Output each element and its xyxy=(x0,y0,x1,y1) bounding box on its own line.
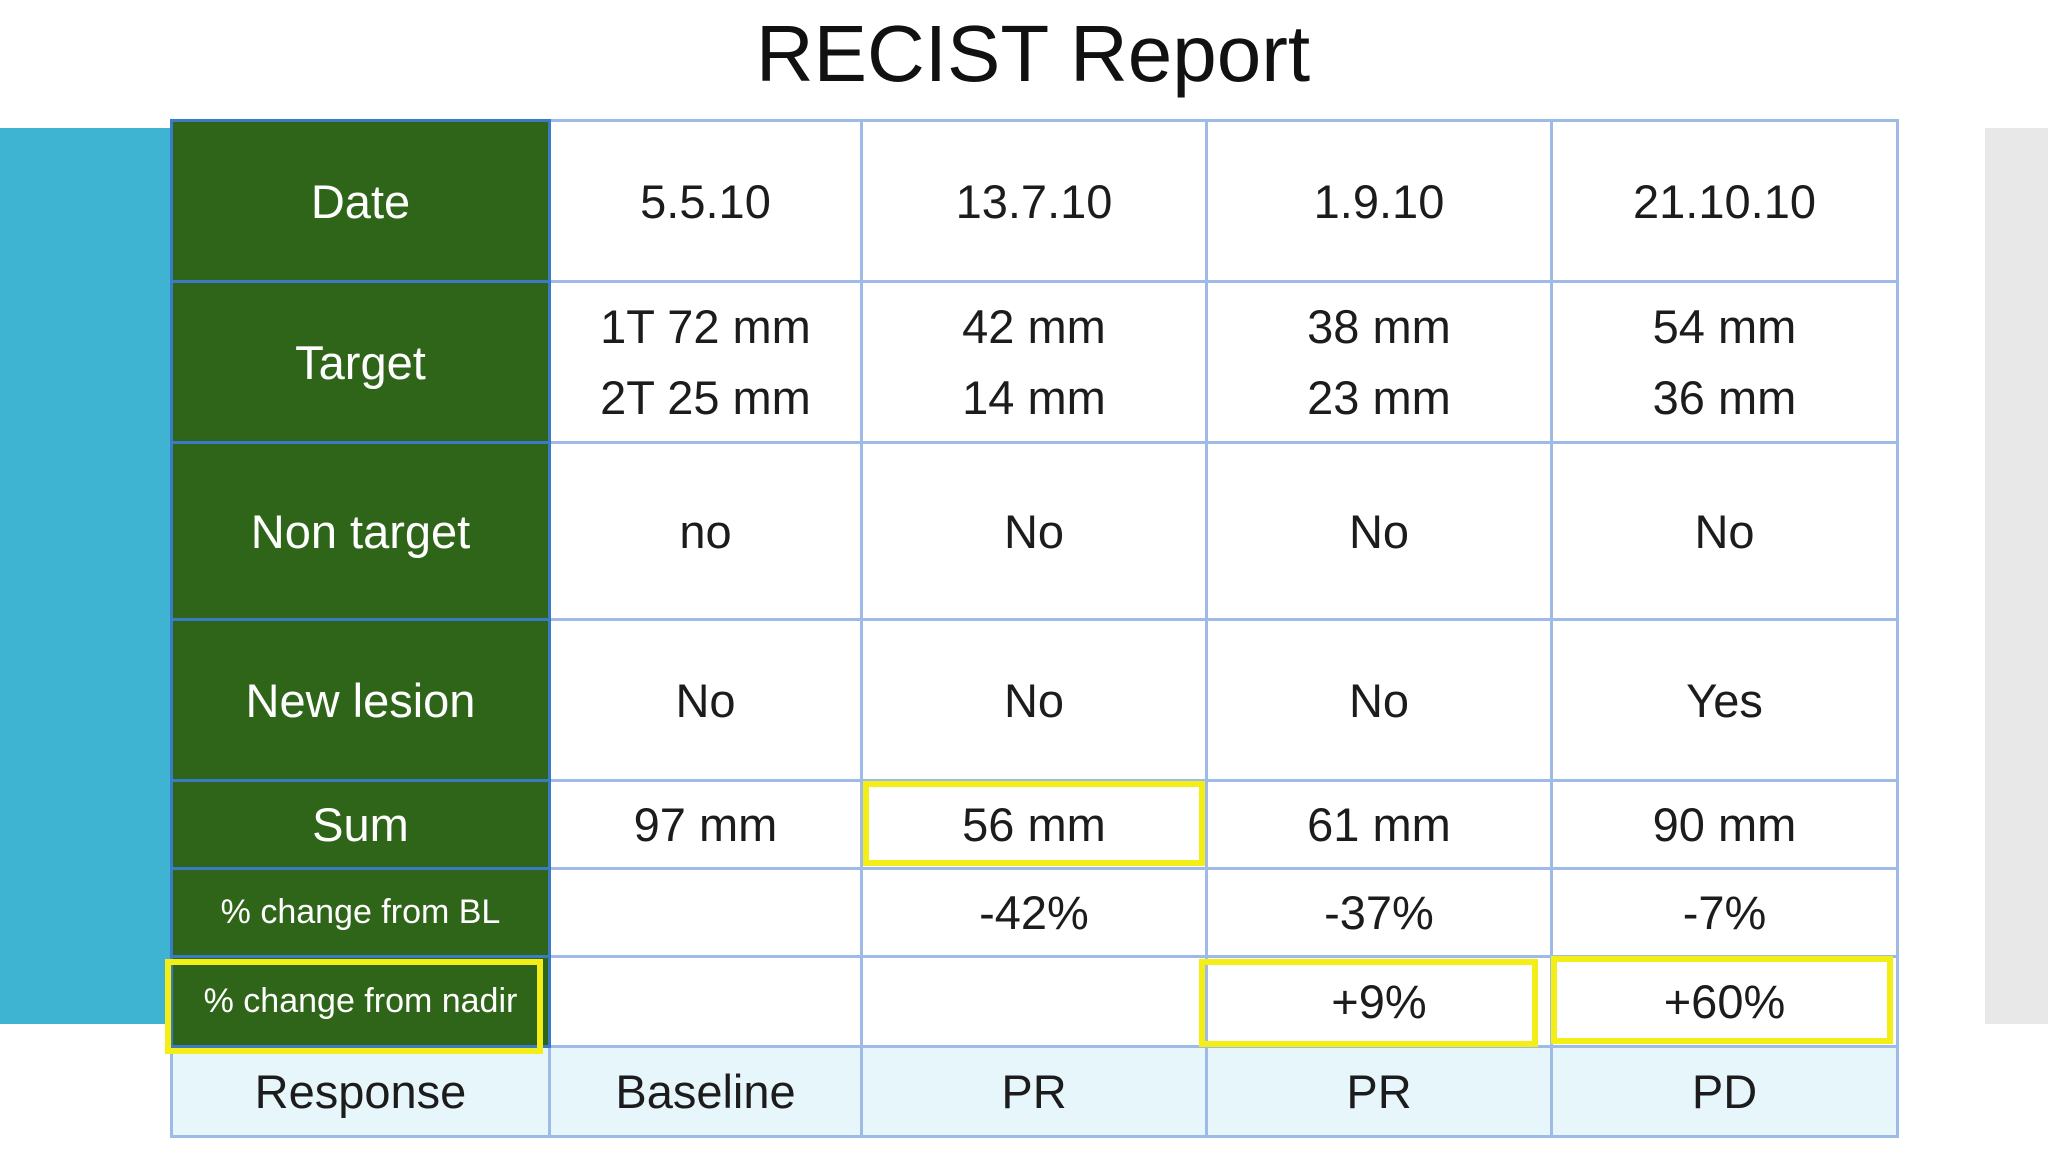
sum-label: Sum xyxy=(170,779,551,870)
change-from-bl-cell: -37% xyxy=(1205,867,1553,958)
new-lesion-label: New lesion xyxy=(170,618,551,782)
non-target-cell: No xyxy=(860,441,1208,621)
change-from-bl-row: % change from BL -42% -37% -7% xyxy=(170,867,1899,958)
response-row: Response Baseline PR PR PD xyxy=(170,1045,1899,1138)
target-lesion-1: 42 mm xyxy=(962,300,1106,353)
target-label: Target xyxy=(170,280,551,444)
target-lesion-2: 36 mm xyxy=(1652,371,1797,424)
change-from-bl-cell: -42% xyxy=(860,867,1208,958)
change-from-bl-label: % change from BL xyxy=(170,867,551,958)
new-lesion-cell: No xyxy=(548,618,863,782)
new-lesion-cell: No xyxy=(1205,618,1553,782)
change-from-nadir-cell: +9% xyxy=(1205,955,1553,1048)
sum-cell: 61 mm xyxy=(1205,779,1553,870)
change-from-nadir-cell xyxy=(548,955,863,1048)
new-lesion-cell: Yes xyxy=(1550,618,1899,782)
non-target-cell: no xyxy=(548,441,863,621)
target-row: Target 1T 72 mm 2T 25 mm 42 mm 14 mm 38 mm… xyxy=(170,280,1899,444)
target-cell: 38 mm 23 mm xyxy=(1205,280,1553,444)
sum-row: Sum 97 mm 56 mm 61 mm 90 mm xyxy=(170,779,1899,870)
target-lesion-1: 54 mm xyxy=(1652,300,1797,353)
change-from-nadir-cell xyxy=(860,955,1208,1048)
page-title: RECIST Report xyxy=(755,9,1311,98)
target-lesion-1: 1T 72 mm xyxy=(600,300,811,353)
response-label: Response xyxy=(170,1045,551,1138)
target-cell: 54 mm 36 mm xyxy=(1550,280,1899,444)
change-from-bl-cell xyxy=(548,867,863,958)
change-from-nadir-cell: +60% xyxy=(1550,955,1899,1048)
new-lesion-cell: No xyxy=(860,618,1208,782)
sum-cell: 90 mm xyxy=(1550,779,1899,870)
change-from-nadir-row: % change from nadir +9% +60% xyxy=(170,955,1899,1048)
target-cell: 42 mm 14 mm xyxy=(860,280,1208,444)
target-lesion-1: 38 mm xyxy=(1307,300,1451,353)
left-accent-band xyxy=(0,128,172,1024)
new-lesion-row: New lesion No No No Yes xyxy=(170,618,1899,782)
non-target-cell: No xyxy=(1205,441,1553,621)
date-cell: 1.9.10 xyxy=(1205,119,1553,283)
response-cell: Baseline xyxy=(548,1045,863,1138)
response-cell: PR xyxy=(1205,1045,1553,1138)
response-cell: PD xyxy=(1550,1045,1899,1138)
response-cell: PR xyxy=(860,1045,1208,1138)
sum-cell: 56 mm xyxy=(860,779,1208,870)
non-target-cell: No xyxy=(1550,441,1899,621)
date-cell: 5.5.10 xyxy=(548,119,863,283)
change-from-bl-cell: -7% xyxy=(1550,867,1899,958)
date-cell: 21.10.10 xyxy=(1550,119,1899,283)
target-cell: 1T 72 mm 2T 25 mm xyxy=(548,280,863,444)
date-label: Date xyxy=(170,119,551,283)
recist-table: Date 5.5.10 13.7.10 1.9.10 21.10.10 Targ… xyxy=(170,119,1899,1138)
date-row: Date 5.5.10 13.7.10 1.9.10 21.10.10 xyxy=(170,119,1899,283)
sum-cell: 97 mm xyxy=(548,779,863,870)
right-side-panel xyxy=(1985,128,2048,1024)
non-target-row: Non target no No No No xyxy=(170,441,1899,621)
date-cell: 13.7.10 xyxy=(860,119,1208,283)
target-lesion-2: 2T 25 mm xyxy=(600,371,811,424)
target-lesion-2: 23 mm xyxy=(1307,371,1451,424)
non-target-label: Non target xyxy=(170,441,551,621)
target-lesion-2: 14 mm xyxy=(962,371,1106,424)
change-from-nadir-label: % change from nadir xyxy=(170,955,551,1048)
